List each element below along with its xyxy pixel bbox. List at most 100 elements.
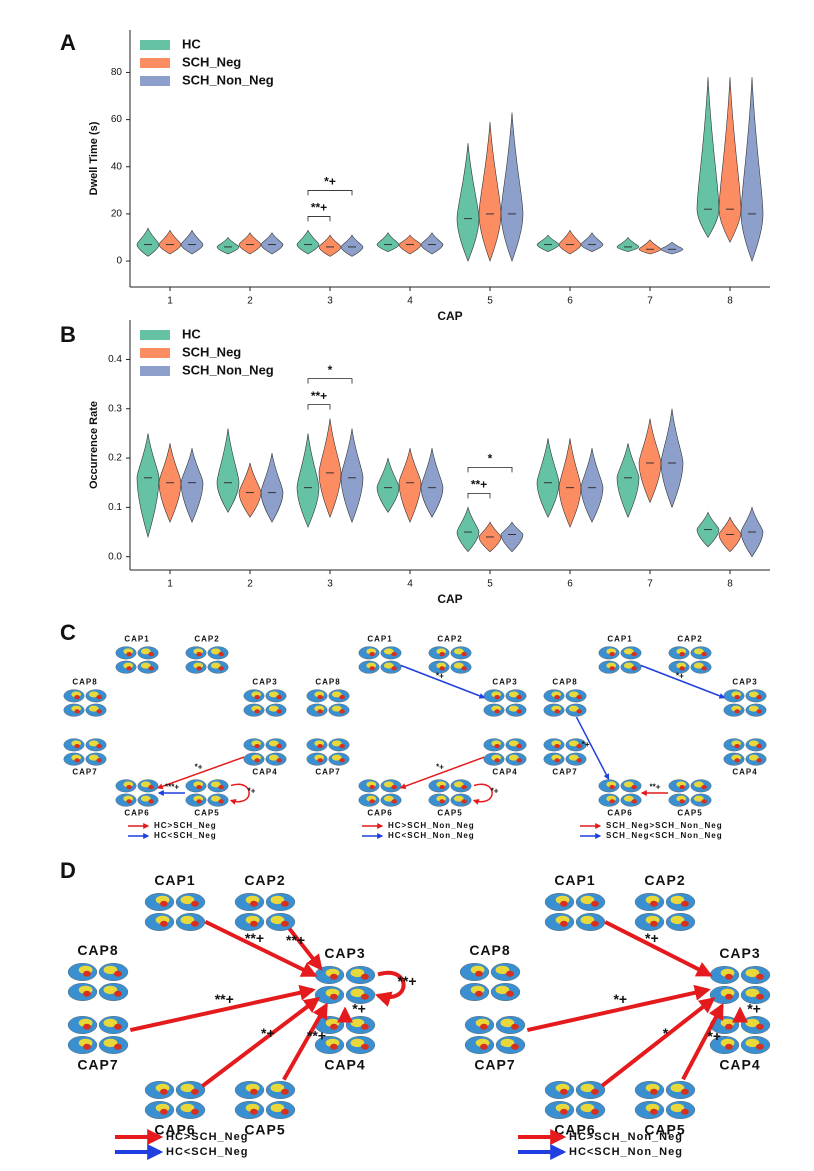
node-label: CAP6 [154, 1122, 195, 1138]
y-tick-label: 80 [111, 67, 123, 78]
brain-patch [317, 709, 323, 714]
brain-patch [453, 795, 464, 802]
node-label: CAP2 [244, 872, 285, 888]
brain-patch [623, 781, 634, 788]
network-diagram: CAP1 CAP2 CAP3 CAP4 CAP5 CAP6 CAP7 CAP8 *+ ***+ *+… [63, 635, 287, 840]
brain-patch [103, 965, 118, 975]
violin [216, 428, 240, 513]
brain-patch [391, 651, 397, 657]
brain-patch [361, 1023, 369, 1030]
brain-patch [439, 784, 445, 790]
brain-patch [254, 709, 260, 714]
node-label: CAP4 [732, 768, 757, 777]
brain-patch [734, 758, 740, 763]
brain-patch [560, 920, 568, 927]
brain-patch [383, 781, 394, 788]
brain-patch [339, 743, 345, 749]
significance-label: *+ [324, 175, 336, 189]
legend-swatch [140, 348, 170, 358]
edge-arrow [575, 716, 610, 780]
brain-patch [631, 799, 637, 804]
brain-icon [243, 738, 287, 766]
legend-label: HC>SCH_Non_Neg [388, 821, 475, 830]
node-label: CAP4 [252, 768, 277, 777]
brain-patch [83, 990, 91, 997]
brain-icon [185, 779, 229, 807]
x-tick-label: 2 [247, 579, 253, 590]
brain-patch [568, 691, 579, 698]
brain-patch [331, 740, 342, 747]
brain-icon [544, 1081, 606, 1119]
brain-patch [560, 1088, 568, 1095]
node-label: CAP8 [552, 678, 577, 687]
brain-icon [723, 689, 767, 717]
brain-icon [144, 893, 206, 931]
brain-patch [734, 709, 740, 714]
brain-patch [560, 1108, 568, 1115]
y-tick-label: 0 [116, 256, 122, 267]
brain-patch [679, 666, 685, 671]
brain-patch [681, 920, 689, 927]
brain-patch [196, 651, 202, 657]
x-tick-label: 5 [487, 579, 493, 590]
brain-icon [306, 738, 350, 766]
violin [180, 448, 204, 523]
y-tick-label: 40 [111, 161, 123, 172]
brain-patch [350, 988, 365, 998]
brain-patch [516, 743, 522, 749]
brain-patch [745, 968, 760, 978]
brain-icon [67, 963, 129, 1001]
brain-patch [160, 920, 168, 927]
brain-patch [83, 970, 91, 977]
significance-label: **+ [311, 389, 327, 403]
brain-patch [681, 1108, 689, 1115]
edge-arrow [287, 927, 323, 971]
brain-patch [623, 648, 634, 655]
legend-label: HC>SCH_Neg [166, 1131, 248, 1143]
brain-patch [88, 740, 99, 747]
brain-patch [748, 691, 759, 698]
brain-patch [670, 1083, 685, 1093]
brain-patch [210, 662, 221, 669]
y-tick-label: 0.1 [108, 502, 122, 513]
brain-patch [670, 895, 685, 905]
brain-patch [609, 799, 615, 804]
brain-icon [314, 966, 376, 1004]
brain-patch [126, 784, 132, 790]
brain-icon [723, 738, 767, 766]
brain-patch [756, 1043, 764, 1050]
brain-patch [114, 1023, 122, 1030]
edge-label: *+ [436, 671, 444, 680]
x-tick-label: 3 [327, 296, 333, 307]
y-tick-label: 0.0 [108, 551, 122, 562]
brain-patch [591, 920, 599, 927]
edge-label: *+ [195, 762, 203, 771]
y-tick-label: 0.3 [108, 403, 122, 414]
violin [660, 408, 684, 509]
node-label: CAP6 [367, 809, 392, 818]
edge-label: *+ [613, 991, 627, 1007]
brain-icon [63, 689, 107, 717]
brain-patch [748, 754, 759, 761]
brain-patch [250, 1088, 258, 1095]
node-label: CAP5 [677, 809, 702, 818]
brain-patch [506, 990, 514, 997]
brain-patch [250, 900, 258, 907]
brain-patch [191, 920, 199, 927]
brain-patch [103, 1038, 118, 1048]
brain-icon [314, 1016, 376, 1054]
x-tick-label: 6 [567, 579, 573, 590]
brain-patch [210, 648, 221, 655]
brain-patch [350, 968, 365, 978]
brain-patch [500, 1018, 515, 1028]
edge-arrow [600, 997, 716, 1088]
brain-icon [243, 689, 287, 717]
brain-patch [180, 1103, 195, 1113]
brain-patch [679, 651, 685, 657]
brain-patch [480, 1023, 488, 1030]
brain-patch [679, 799, 685, 804]
brain-patch [191, 1088, 199, 1095]
violin [580, 448, 604, 523]
brain-patch [369, 784, 375, 790]
